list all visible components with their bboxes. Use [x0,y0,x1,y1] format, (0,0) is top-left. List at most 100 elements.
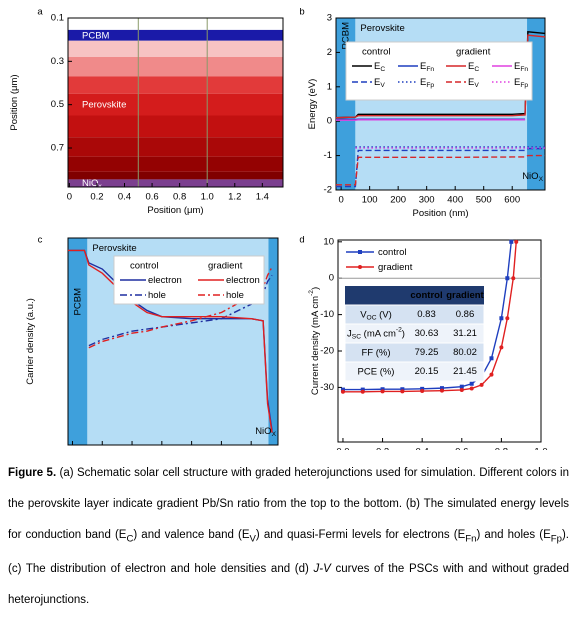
panel-label: d [299,235,304,246]
x-tick-label: 1.0 [534,447,547,450]
text-sub: Fn [426,66,434,73]
layer [68,171,283,180]
caption-sub: C [126,533,134,545]
x-tick-label: 300 [419,195,435,206]
plot-frame [67,17,284,188]
text-run: gradient [378,262,413,273]
x-tick-label: 0.2 [376,447,389,450]
y-tick-label: 0.7 [51,143,64,154]
marker [469,381,474,386]
y-axis-title: Energy (eV) [307,79,318,130]
y-tick-label: 0 [327,116,332,127]
text-run: Carrier density (a.u.) [25,298,36,385]
series-line [342,241,517,393]
text-sub: C [380,66,385,73]
y-axis-title: Position (μm) [9,74,20,130]
text-run: ) [310,287,321,290]
text-run: Perovskite [360,23,404,34]
layer [68,40,283,57]
marker [499,345,504,350]
y-tick-label: -20 [320,346,334,357]
table-cell: 21.45 [453,366,477,377]
x-tick-label: 0.6 [455,447,468,450]
table-cell: 30.63 [415,328,439,339]
region-label: NiOX [522,171,543,184]
table-cell: 0.86 [456,309,475,320]
table-row-label: VOC (V) [360,309,392,322]
text-run: E [420,61,426,72]
text-sub: OC [367,315,377,322]
text-sup: -2 [308,290,315,296]
x-axis-title: Position (nm) [413,208,469,219]
y-tick-label: -30 [320,382,334,393]
marker [360,387,365,392]
y-tick-label: -2 [324,185,332,196]
text-run: E [514,77,520,88]
table-cell: 79.25 [415,347,439,358]
marker [420,386,425,391]
marker [439,388,444,393]
legend-label: EFn [420,61,434,74]
caption-run: (a) Schematic solar cell structure with … [8,467,569,541]
panel-label: a [37,7,43,18]
marker [400,387,405,392]
marker [469,386,474,391]
plot-frame [335,17,546,191]
legend-label: gradient [378,262,413,273]
text-sub: X [539,176,544,183]
marker [505,276,510,281]
x-tick-label: 400 [447,195,463,206]
legend-label: EV [468,77,479,90]
panel-label: c [38,235,43,246]
y-tick-label: 1 [327,81,332,92]
y-tick-label: 0.3 [51,56,64,67]
panel-label: b [299,7,304,18]
y-tick-label: 2 [327,47,332,58]
caption-b: Figure 5. [8,467,57,479]
marker [400,389,405,394]
caption-sub: Fn [465,533,477,545]
legend-label: EFn [514,61,528,74]
x-tick-label: 200 [390,195,406,206]
caption-run: ) and holes (E [476,529,551,541]
text-run: Perovskite [92,243,136,254]
text-run: Position (μm) [147,205,203,216]
y-axis-title: Current density (mA cm-2) [308,287,320,395]
legend-label: EFp [420,77,434,90]
text-run: NiO [522,171,538,182]
text-run: E [468,77,474,88]
text-run: E [420,77,426,88]
legend-box [345,41,533,101]
x-tick-label: 0.4 [416,447,429,450]
region [68,238,88,445]
table-row-label: FF (%) [361,347,390,358]
series-line [68,249,273,433]
layer [68,137,283,157]
legend-label: EFp [514,77,528,90]
marker [489,356,494,361]
marker [459,387,464,392]
text-sub: Fn [520,66,528,73]
table-cell: 20.15 [415,366,439,377]
text-sub: V [380,82,385,89]
x-tick-label: 1.2 [228,192,241,203]
text-run: PCBM [72,288,83,316]
y-tick-label: 0.5 [51,99,64,110]
legend-label: EV [374,77,385,90]
x-tick-label: 1.0 [201,192,214,203]
region [268,238,278,445]
table-row-bg [344,361,485,382]
table-header: gradient [446,290,484,301]
text-run: FF (%) [361,347,390,358]
table-cell: 0.83 [417,309,436,320]
table-cell: 80.02 [453,347,477,358]
layer [68,179,283,187]
marker [511,276,516,281]
layer [68,93,283,116]
text-run: Position (nm) [413,208,469,219]
text-run: PCE (%) [358,366,395,377]
marker [380,387,385,392]
text-run: NiO [82,178,98,189]
